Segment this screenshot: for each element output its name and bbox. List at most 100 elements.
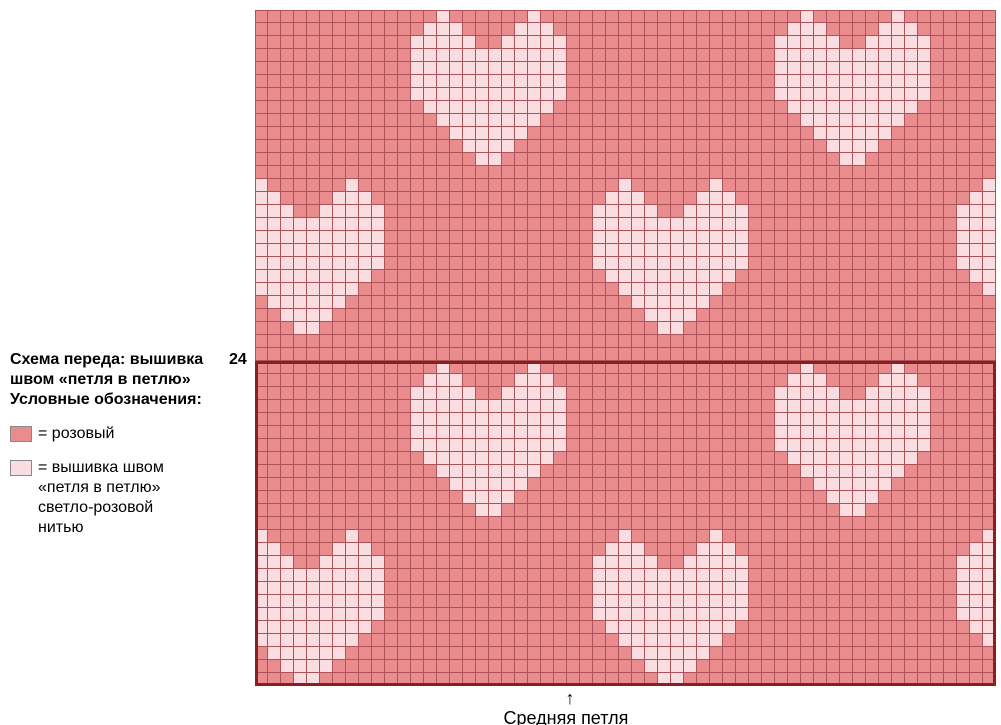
- chart-cell: [333, 569, 346, 582]
- chart-cell: [294, 465, 307, 478]
- chart-cell: [788, 335, 801, 348]
- chart-cell: [437, 10, 450, 23]
- chart-cell: [684, 127, 697, 140]
- chart-cell: [528, 478, 541, 491]
- chart-cell: [411, 660, 424, 673]
- chart-cell: [853, 647, 866, 660]
- chart-cell: [307, 114, 320, 127]
- chart-cell: [528, 530, 541, 543]
- chart-cell: [736, 673, 749, 686]
- chart-cell: [294, 127, 307, 140]
- chart-cell: [372, 530, 385, 543]
- chart-cell: [749, 647, 762, 660]
- chart-cell: [918, 179, 931, 192]
- chart-cell: [970, 387, 983, 400]
- chart-cell: [697, 595, 710, 608]
- chart-cell: [749, 244, 762, 257]
- chart-cell: [684, 10, 697, 23]
- chart-cell: [970, 257, 983, 270]
- chart-cell: [567, 387, 580, 400]
- chart-cell: [320, 101, 333, 114]
- chart-cell: [879, 335, 892, 348]
- chart-cell: [671, 413, 684, 426]
- chart-cell: [515, 374, 528, 387]
- chart-cell: [879, 36, 892, 49]
- chart-cell: [333, 75, 346, 88]
- chart-cell: [827, 400, 840, 413]
- chart-cell: [866, 478, 879, 491]
- chart-cell: [255, 127, 268, 140]
- chart-cell: [788, 309, 801, 322]
- chart-cell: [307, 673, 320, 686]
- chart-cell: [840, 582, 853, 595]
- chart-cell: [892, 582, 905, 595]
- chart-cell: [918, 10, 931, 23]
- chart-cell: [788, 283, 801, 296]
- chart-cell: [398, 673, 411, 686]
- chart-cell: [931, 62, 944, 75]
- chart-cell: [307, 530, 320, 543]
- chart-cell: [606, 647, 619, 660]
- chart-cell: [905, 595, 918, 608]
- chart-cell: [450, 127, 463, 140]
- chart-cell: [372, 478, 385, 491]
- chart-cell: [827, 62, 840, 75]
- chart-cell: [294, 556, 307, 569]
- chart-cell: [606, 218, 619, 231]
- chart-cell: [320, 413, 333, 426]
- chart-cell: [697, 218, 710, 231]
- chart-cell: [567, 478, 580, 491]
- chart-cell: [580, 283, 593, 296]
- chart-cell: [684, 439, 697, 452]
- chart-cell: [736, 660, 749, 673]
- chart-cell: [892, 270, 905, 283]
- chart-cell: [853, 179, 866, 192]
- chart-cell: [398, 205, 411, 218]
- chart-cell: [853, 491, 866, 504]
- chart-cell: [307, 309, 320, 322]
- chart-cell: [476, 88, 489, 101]
- chart-cell: [723, 387, 736, 400]
- chart-cell: [307, 647, 320, 660]
- chart-cell: [489, 179, 502, 192]
- chart-cell: [879, 400, 892, 413]
- chart-cell: [931, 621, 944, 634]
- chart-cell: [450, 62, 463, 75]
- chart-cell: [255, 88, 268, 101]
- chart-cell: [346, 231, 359, 244]
- chart-cell: [359, 166, 372, 179]
- chart-cell: [736, 140, 749, 153]
- chart-cell: [255, 36, 268, 49]
- chart-cell: [801, 387, 814, 400]
- chart-cell: [424, 387, 437, 400]
- chart-cell: [411, 400, 424, 413]
- chart-cell: [957, 114, 970, 127]
- chart-cell: [853, 465, 866, 478]
- chart-cell: [528, 192, 541, 205]
- chart-cell: [762, 101, 775, 114]
- chart-cell: [697, 231, 710, 244]
- chart-cell: [892, 205, 905, 218]
- chart-cell: [489, 114, 502, 127]
- chart-cell: [593, 10, 606, 23]
- chart-cell: [944, 439, 957, 452]
- chart-cell: [879, 361, 892, 374]
- chart-cell: [268, 387, 281, 400]
- chart-cell: [580, 127, 593, 140]
- chart-cell: [957, 75, 970, 88]
- chart-cell: [424, 504, 437, 517]
- chart-cell: [905, 296, 918, 309]
- chart-cell: [918, 49, 931, 62]
- chart-cell: [788, 387, 801, 400]
- chart-cell: [619, 127, 632, 140]
- chart-cell: [918, 465, 931, 478]
- chart-cell: [476, 231, 489, 244]
- chart-cell: [268, 608, 281, 621]
- chart-cell: [541, 608, 554, 621]
- chart-cell: [450, 205, 463, 218]
- chart-cell: [476, 62, 489, 75]
- chart-cell: [398, 543, 411, 556]
- chart-cell: [840, 374, 853, 387]
- chart-cell: [931, 205, 944, 218]
- chart-cell: [489, 478, 502, 491]
